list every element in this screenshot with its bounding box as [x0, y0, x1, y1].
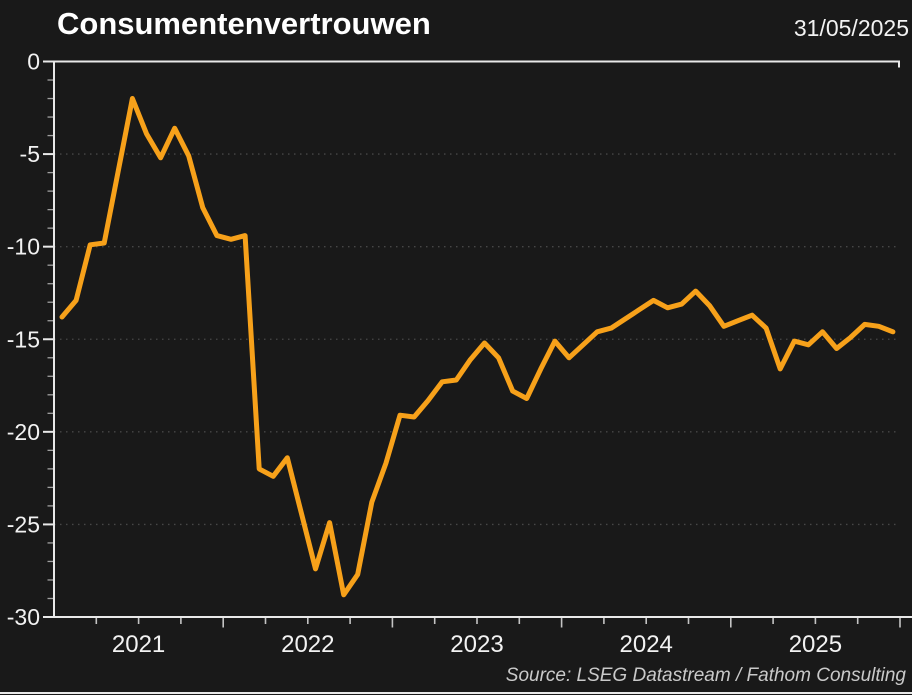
confidence-line — [59, 96, 896, 598]
bottom-border-rule — [0, 692, 912, 694]
plot-frame — [53, 60, 912, 618]
source-attribution: Source: LSEG Datastream / Fathom Consult… — [505, 665, 906, 686]
y-tick-label: -30 — [7, 604, 40, 630]
x-year-label: 2023 — [450, 631, 503, 658]
y-axis-minor-ticks — [47, 79, 54, 600]
x-year-label: 2022 — [281, 631, 334, 658]
y-tick-label: -15 — [7, 326, 40, 352]
x-year-label: 2024 — [620, 631, 673, 658]
x-axis: 2021 2022 2023 2024 2025 — [95, 617, 901, 658]
y-tick-label: -10 — [7, 234, 40, 260]
y-axis: 0 -5 -10 -15 -20 -25 -30 — [7, 49, 54, 630]
y-tick-label: -20 — [7, 419, 40, 445]
x-year-label: 2021 — [112, 631, 165, 658]
y-tick-label: 0 — [27, 49, 40, 75]
y-tick-label: -5 — [20, 141, 40, 167]
as-of-date: 31/05/2025 — [793, 15, 909, 41]
x-year-label: 2025 — [789, 631, 842, 658]
y-tick-label: -25 — [7, 511, 40, 537]
gridlines — [54, 153, 900, 526]
page-title: Consumentenvertrouwen — [57, 6, 431, 41]
